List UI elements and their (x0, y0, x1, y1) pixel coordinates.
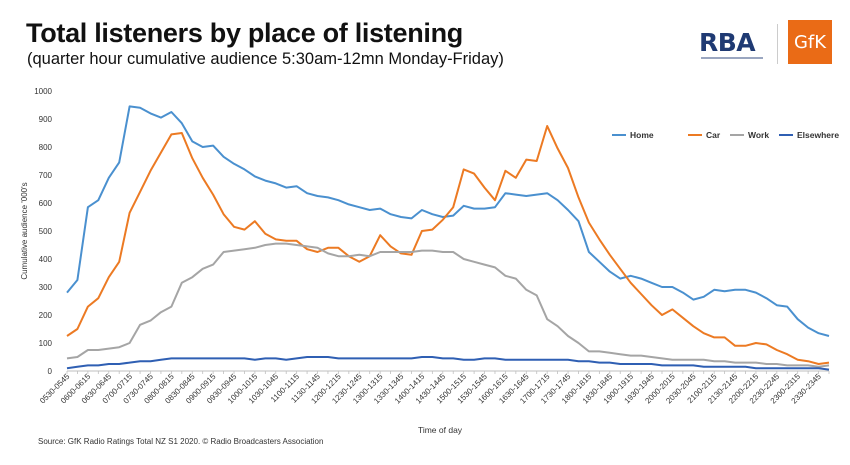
legend-label-work: Work (748, 130, 769, 140)
y-tick-label: 800 (39, 143, 53, 152)
y-tick-label: 0 (48, 367, 53, 376)
y-tick-label: 500 (39, 227, 53, 236)
y-tick-label: 1000 (34, 87, 52, 96)
y-axis-label: Cumulative audience '000's (20, 182, 29, 279)
y-tick-label: 100 (39, 339, 53, 348)
source-note: Source: GfK Radio Ratings Total NZ S1 20… (38, 437, 324, 446)
series-line-home (66, 105, 830, 337)
x-axis-label: Time of day (418, 425, 463, 435)
logo-divider (777, 24, 778, 64)
rba-logo-text: RBA (699, 28, 756, 57)
y-axis-ticks: 0 100 200 300 400 500 600 700 800 900 1000 (34, 87, 52, 376)
legend-label-elsewhere: Elsewhere (797, 130, 839, 140)
legend-label-home: Home (630, 130, 654, 140)
series-line-car (66, 125, 830, 365)
series-lines (66, 105, 830, 371)
x-axis-ticks: 0530-05450600-06150630-06450700-07150730… (38, 371, 830, 405)
series-line-elsewhere (66, 356, 830, 371)
y-tick-label: 700 (39, 171, 53, 180)
rba-logo-underline (701, 57, 763, 59)
chart-subtitle: (quarter hour cumulative audience 5:30am… (27, 50, 504, 68)
series-line-work (66, 242, 830, 368)
y-tick-label: 200 (39, 311, 53, 320)
rba-logo: RBA (687, 26, 771, 64)
legend-label-car: Car (706, 130, 721, 140)
y-tick-label: 600 (39, 199, 53, 208)
chart-title: Total listeners by place of listening (26, 18, 463, 48)
gfk-logo-text: GfK (793, 31, 827, 53)
y-tick-label: 900 (39, 115, 53, 124)
chart-legend: Home Car Work Elsewhere (612, 130, 839, 140)
y-tick-label: 400 (39, 255, 53, 264)
gfk-logo: GfK (788, 20, 832, 64)
y-tick-label: 300 (39, 283, 53, 292)
